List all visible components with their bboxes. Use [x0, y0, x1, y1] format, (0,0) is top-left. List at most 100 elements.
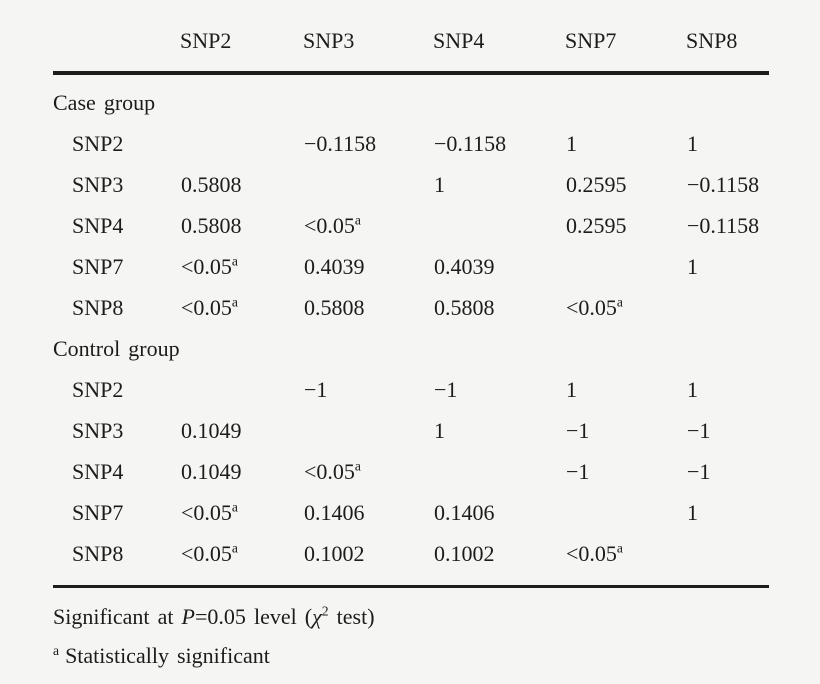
- table-cell: <0.05a: [181, 499, 238, 525]
- table-cell: 1: [434, 417, 445, 443]
- cell-footnote-marker: a: [354, 458, 361, 474]
- table-cell: −0.1158: [687, 171, 760, 197]
- header-cell-snp8: SNP8: [686, 16, 769, 75]
- snp-correlation-figure: SNP2 SNP3 SNP4 SNP7 SNP8 Case group SNP2 −…: [53, 16, 769, 679]
- cell-footnote-marker: a: [616, 540, 623, 556]
- section-label: Control group: [53, 335, 180, 361]
- table-cell: 0.1002: [303, 533, 433, 588]
- header-cell-snp4: SNP4: [433, 16, 565, 75]
- table-cell: −1: [304, 376, 328, 402]
- table-cell: [565, 492, 686, 533]
- table-cell: [686, 287, 769, 328]
- table-header: SNP2 SNP3 SNP4 SNP7 SNP8: [53, 16, 769, 75]
- table-cell: <0.05a: [181, 253, 238, 279]
- table-cell: [433, 451, 565, 492]
- cell-footnote-marker: a: [231, 540, 238, 556]
- table-cell: −1: [434, 376, 458, 402]
- footnote-text-part: 2: [321, 603, 329, 619]
- table-row: SNP4 0.1049 <0.05a −1 −1: [53, 451, 769, 492]
- table-cell: −1: [566, 417, 590, 443]
- table-cell: [433, 205, 565, 246]
- table-cell: <0.05a: [565, 533, 686, 588]
- row-label: SNP2: [72, 376, 124, 402]
- row-label: SNP3: [72, 417, 124, 443]
- table-cell: 0.1406: [434, 499, 495, 525]
- table-cell: 0.2595: [566, 171, 627, 197]
- header-cell-snp2: SNP2: [180, 16, 303, 75]
- table-cell: 0.2595: [566, 212, 627, 238]
- table-cell: [180, 369, 303, 410]
- table-row: SNP8 <0.05a 0.5808 0.5808 <0.05a: [53, 287, 769, 328]
- section-row: Case group: [53, 73, 769, 123]
- table-cell: [303, 164, 433, 205]
- table-cell: 0.5808: [181, 212, 242, 238]
- table-cell: <0.05a: [304, 458, 361, 484]
- table-cell: 0.5808: [181, 171, 242, 197]
- cell-footnote-marker: a: [231, 253, 238, 269]
- row-label: SNP3: [72, 171, 124, 197]
- table-cell: −0.1158: [687, 212, 760, 238]
- table-cell: <0.05a: [566, 294, 623, 320]
- footnote-a-marker: a: [53, 642, 60, 658]
- row-label: SNP4: [72, 212, 124, 238]
- table-row: SNP7 <0.05a 0.4039 0.4039 1: [53, 246, 769, 287]
- table-cell: 1: [434, 171, 445, 197]
- table-cell: −0.1158: [304, 130, 377, 156]
- table-cell: 0.5808: [304, 294, 365, 320]
- table-cell: 0.1002: [433, 533, 565, 588]
- footnote-text-part: =0.05 level (: [195, 604, 313, 629]
- header-row: SNP2 SNP3 SNP4 SNP7 SNP8: [53, 16, 769, 75]
- table-row: SNP8 <0.05a 0.1002 0.1002 <0.05a: [53, 533, 769, 588]
- table-cell: 0.4039: [304, 253, 365, 279]
- row-label: SNP4: [72, 458, 124, 484]
- cell-footnote-marker: a: [231, 294, 238, 310]
- footnote-a: a Statistically significant: [53, 640, 769, 672]
- table-cell: [686, 533, 769, 588]
- section-row: Control group: [53, 328, 769, 369]
- row-label: SNP7: [72, 253, 124, 279]
- table-cell: 0.1049: [181, 417, 242, 443]
- header-cell-snp7: SNP7: [565, 16, 686, 75]
- table-cell: [565, 246, 686, 287]
- row-label: SNP7: [72, 499, 124, 525]
- table-cell: 0.1406: [304, 499, 365, 525]
- table-cell: <0.05a: [180, 533, 303, 588]
- table-row: SNP2 −1 −1 1 1: [53, 369, 769, 410]
- footnote-text-part: test): [328, 604, 375, 629]
- table-cell: 0.4039: [434, 253, 495, 279]
- table-row: SNP3 0.1049 1 −1 −1: [53, 410, 769, 451]
- table-cell: <0.05a: [304, 212, 361, 238]
- cell-footnote-marker: a: [616, 294, 623, 310]
- table-cell: −1: [687, 458, 711, 484]
- footnote-text-part: χ: [312, 604, 322, 629]
- row-label: SNP8: [72, 294, 124, 320]
- table-body: Case group SNP2 −0.1158 −0.1158 1 1 SNP3 0.5808…: [53, 73, 769, 588]
- table-cell: 0.1049: [181, 458, 242, 484]
- footnote-text-part: Significant at: [53, 604, 182, 629]
- table-row: SNP3 0.5808 1 0.2595 −0.1158: [53, 164, 769, 205]
- table-cell: 1: [566, 376, 577, 402]
- snp-table: SNP2 SNP3 SNP4 SNP7 SNP8 Case group SNP2 −…: [53, 16, 769, 588]
- table-cell: −1: [566, 458, 590, 484]
- table-row: SNP2 −0.1158 −0.1158 1 1: [53, 123, 769, 164]
- table-cell: −0.1158: [434, 130, 507, 156]
- cell-footnote-marker: a: [231, 499, 238, 515]
- table-cell: [180, 123, 303, 164]
- row-label: SNP2: [72, 130, 124, 156]
- row-label: SNP8: [53, 533, 180, 588]
- table-cell: 0.5808: [434, 294, 495, 320]
- section-label: Case group: [53, 89, 156, 115]
- table-cell: <0.05a: [181, 294, 238, 320]
- table-cell: 1: [687, 376, 698, 402]
- table-cell: −1: [687, 417, 711, 443]
- table-row: SNP4 0.5808 <0.05a 0.2595 −0.1158: [53, 205, 769, 246]
- header-cell-snp3: SNP3: [303, 16, 433, 75]
- cell-footnote-marker: a: [354, 212, 361, 228]
- footnote-a-text: Statistically significant: [65, 642, 270, 668]
- table-cell: 1: [687, 253, 698, 279]
- table-row: SNP7 <0.05a 0.1406 0.1406 1: [53, 492, 769, 533]
- table-cell: 1: [687, 130, 698, 156]
- table-cell: 1: [566, 130, 577, 156]
